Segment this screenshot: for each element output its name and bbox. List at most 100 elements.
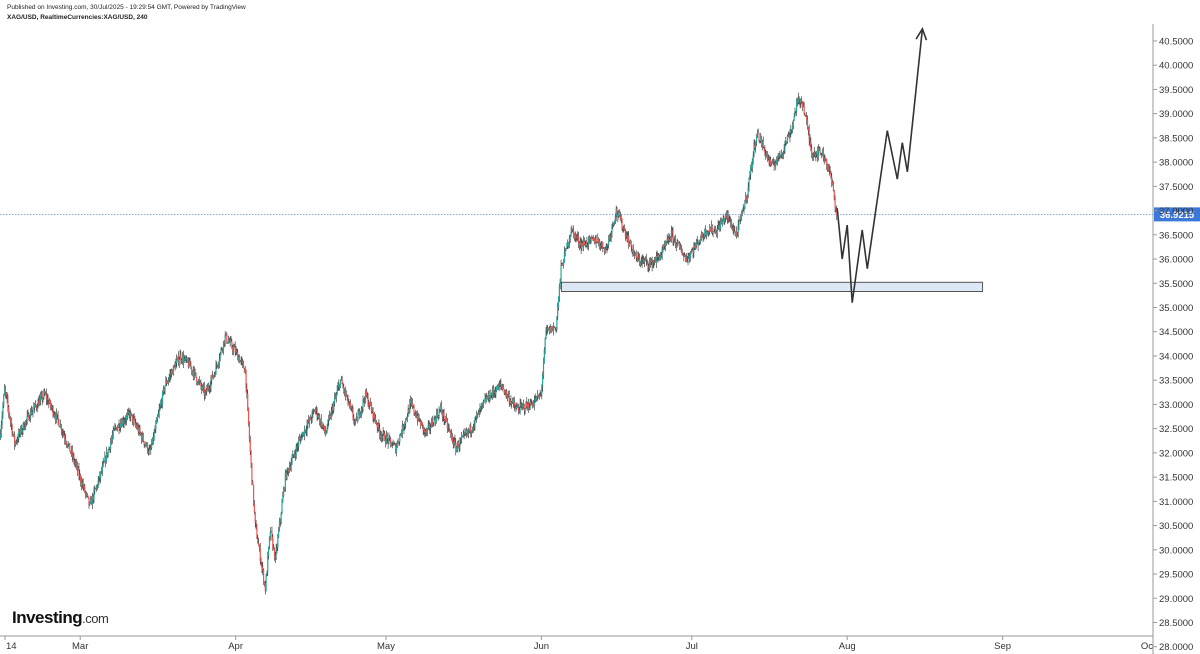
candle [593, 235, 595, 242]
candle [336, 385, 338, 396]
candle-body [100, 471, 102, 478]
candle-body [212, 375, 215, 378]
candle [169, 369, 171, 383]
candle [805, 115, 807, 118]
candle-body [740, 211, 743, 219]
candle-body [745, 195, 747, 203]
candle [274, 551, 276, 564]
candle-body [654, 261, 657, 263]
candle [670, 225, 672, 243]
candle-body [90, 499, 92, 503]
candle-body [824, 159, 826, 161]
candle-body [163, 388, 165, 392]
candle-body [202, 386, 205, 388]
candle [787, 131, 789, 137]
candle-body [305, 430, 307, 432]
candle-body [819, 150, 821, 153]
candle [41, 390, 43, 406]
candle [470, 422, 472, 438]
candle [340, 376, 342, 381]
candle [189, 357, 191, 366]
candle-body [280, 513, 282, 520]
candle-body [143, 441, 145, 445]
candle-body [9, 413, 11, 419]
candle-body [477, 412, 479, 415]
candle-body [501, 384, 503, 387]
y-tick-label: 39.5000 [1159, 85, 1193, 96]
candle [5, 392, 7, 400]
candle [399, 434, 401, 446]
candle-body [628, 236, 630, 245]
candle [143, 440, 145, 448]
candle [100, 471, 102, 484]
candle [537, 390, 539, 401]
candle [797, 92, 799, 105]
candle [445, 413, 448, 422]
candle [166, 380, 169, 384]
candle [484, 392, 486, 401]
candle [588, 235, 590, 251]
candle-body [546, 328, 548, 330]
candle [517, 403, 520, 415]
candle [429, 422, 431, 435]
candle-body [532, 403, 534, 406]
candle [641, 255, 643, 268]
candle [791, 121, 794, 134]
candle-body [572, 228, 574, 231]
candle [92, 494, 94, 504]
candle-body [237, 357, 240, 361]
candle-body [381, 435, 383, 438]
candle [322, 424, 324, 430]
candle-body [801, 101, 804, 108]
candle-body [324, 431, 327, 434]
candle [832, 181, 835, 192]
candle-body [17, 439, 19, 440]
candle-body [76, 464, 78, 471]
candle-body [832, 184, 835, 191]
candle-body [282, 496, 284, 503]
candle-body [298, 440, 300, 447]
candle-body [332, 407, 334, 411]
candle-body [79, 475, 81, 477]
candle-body [625, 235, 627, 237]
candle-body [242, 360, 244, 363]
candle-body [313, 411, 316, 413]
candle-body [740, 218, 742, 220]
candle-body [69, 443, 71, 452]
candle [111, 430, 113, 444]
candle-body [330, 410, 332, 418]
candle-body [289, 467, 291, 469]
candle-body [12, 433, 14, 435]
candle [24, 420, 27, 431]
candle [753, 139, 755, 158]
candle [303, 425, 306, 441]
candle-body [356, 417, 358, 422]
candle [583, 235, 585, 252]
candle [6, 392, 8, 404]
candle [492, 384, 494, 399]
candle [151, 437, 154, 446]
candle-body [129, 413, 131, 418]
candle-body [809, 139, 811, 142]
candle [709, 226, 712, 232]
candle [811, 152, 814, 161]
candle-body [158, 409, 160, 414]
candle [518, 406, 520, 414]
candle-body [822, 150, 824, 159]
candle [49, 397, 51, 404]
candle [259, 543, 261, 565]
price-chart[interactable]: 36.9215 40.500040.000039.500039.000038.5… [0, 24, 1200, 654]
candle-body [416, 415, 418, 421]
candle [12, 431, 14, 436]
candle-body [504, 392, 506, 394]
candle-body [144, 444, 146, 445]
candle [93, 486, 95, 504]
candle-body [87, 495, 89, 498]
candle-body [451, 436, 454, 442]
candle-body [85, 493, 88, 494]
candle-body [513, 402, 515, 407]
candle [347, 394, 349, 407]
candle [653, 259, 655, 269]
candle-body [241, 360, 243, 361]
candle [598, 237, 600, 247]
